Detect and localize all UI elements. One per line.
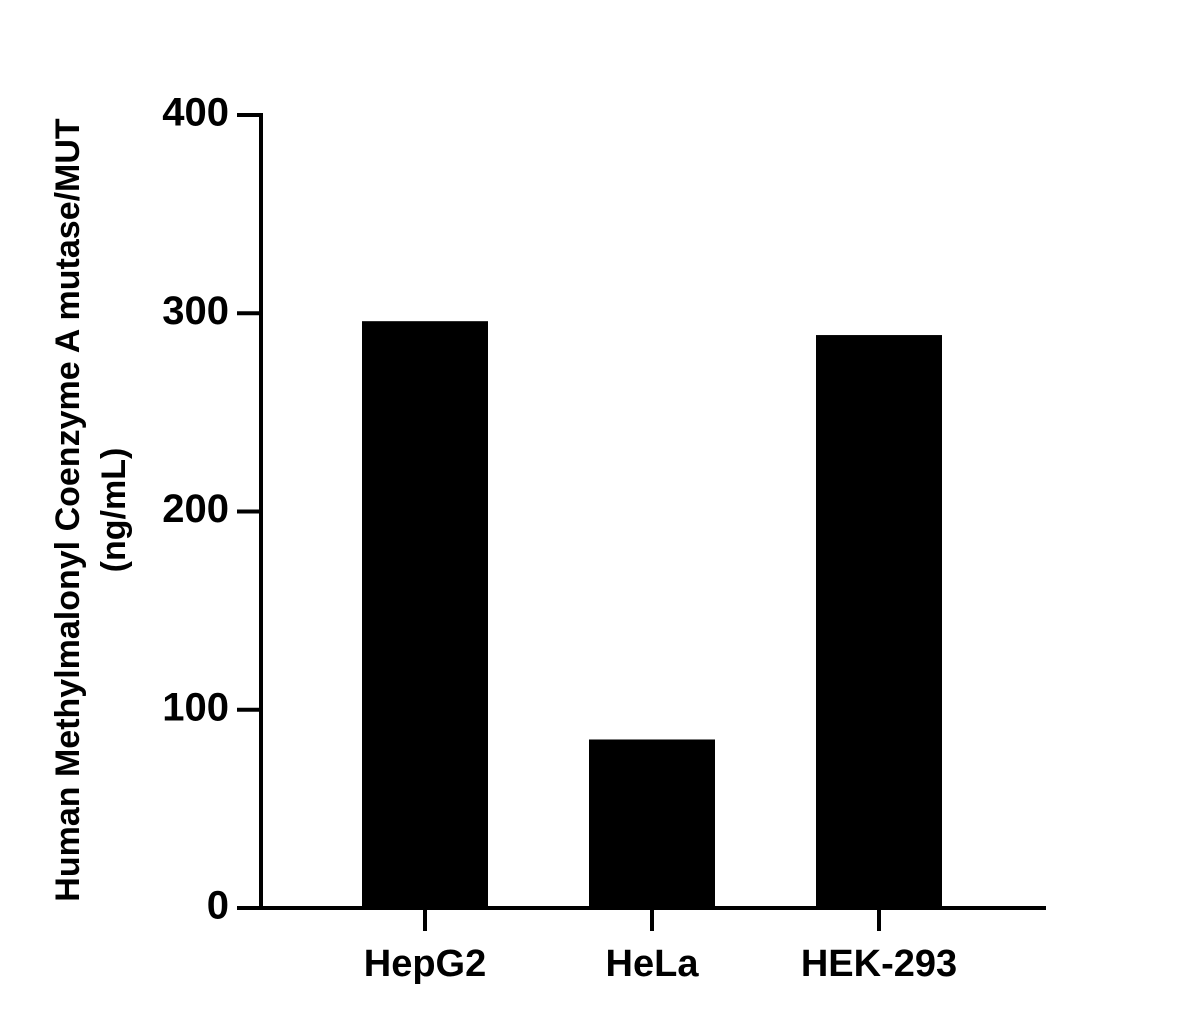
y-tick-label: 0 [207, 884, 229, 928]
x-tick-label: HepG2 [364, 943, 486, 985]
x-tick-label: HeLa [606, 943, 700, 985]
y-tick-label: 400 [162, 91, 229, 135]
bar [816, 335, 942, 908]
y-axis-title: (ng/mL) [95, 448, 133, 573]
bar [589, 739, 715, 908]
y-axis-title-group: Human Methylmalonyl Coenzyme A mutase/MU… [49, 118, 133, 902]
y-axis-title: Human Methylmalonyl Coenzyme A mutase/MU… [49, 118, 87, 902]
y-tick-label: 300 [162, 289, 229, 333]
y-tick-label: 100 [162, 685, 229, 729]
y-tick-label: 200 [162, 487, 229, 531]
x-tick-label: HEK-293 [801, 943, 957, 985]
bar [362, 321, 488, 908]
